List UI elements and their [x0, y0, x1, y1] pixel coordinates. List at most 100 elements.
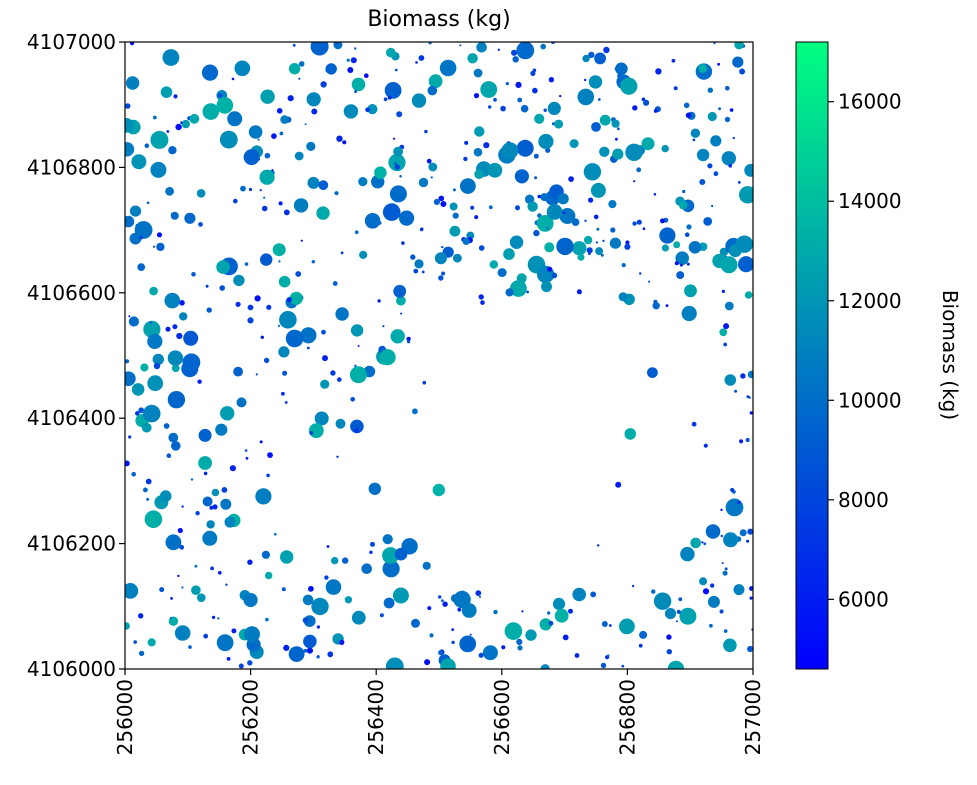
biomass-crown [720, 508, 723, 512]
biomass-crown [497, 48, 500, 51]
biomass-crown [648, 280, 651, 283]
biomass-crown [467, 53, 478, 64]
biomass-crown [284, 401, 288, 404]
biomass-crown [596, 227, 600, 231]
biomass-crown [137, 263, 146, 271]
biomass-crown [128, 316, 139, 327]
biomass-crown [177, 527, 183, 534]
biomass-crown [201, 64, 219, 81]
biomass-crown [739, 529, 747, 537]
biomass-crown [167, 391, 186, 409]
biomass-crown [170, 212, 174, 216]
biomass-crown [676, 271, 685, 280]
biomass-crown [475, 590, 482, 596]
biomass-crown [470, 205, 475, 210]
biomass-crown [725, 498, 744, 517]
biomass-crown [316, 625, 320, 629]
biomass-crown [125, 117, 134, 133]
biomass-crown [749, 586, 753, 591]
biomass-crown [512, 56, 519, 63]
biomass-crown [396, 111, 403, 118]
biomass-crown [174, 625, 191, 641]
biomass-crown [298, 77, 301, 80]
biomass-crown [361, 563, 373, 574]
biomass-crown [527, 201, 538, 212]
biomass-crown [165, 186, 175, 196]
biomass-crown [480, 81, 498, 98]
biomass-crown [554, 608, 569, 623]
biomass-crown [334, 191, 339, 196]
biomass-crown [660, 218, 665, 224]
biomass-crown [595, 247, 604, 256]
biomass-crown [740, 373, 746, 379]
biomass-crown [388, 153, 406, 172]
biomass-crown [354, 428, 359, 433]
biomass-crown [516, 139, 534, 157]
biomass-crown [724, 301, 734, 311]
biomass-crown [285, 329, 304, 348]
biomass-crown [730, 487, 735, 493]
colorbar-tick-label: 14000 [838, 189, 902, 213]
biomass-crown [429, 633, 434, 638]
biomass-crown [401, 241, 405, 245]
biomass-crown [327, 651, 334, 658]
biomass-crown [240, 185, 246, 192]
colorbar-tick-label: 12000 [838, 289, 902, 313]
biomass-crown [209, 505, 214, 510]
biomass-crown [509, 235, 524, 249]
biomass-crown [150, 161, 167, 178]
biomass-crown [722, 570, 728, 576]
biomass-crown [410, 254, 416, 260]
biomass-crown [488, 105, 492, 109]
biomass-crown [191, 585, 201, 595]
biomass-crown [721, 289, 726, 293]
biomass-crown [320, 379, 330, 389]
biomass-crown [303, 648, 308, 653]
colorbar-tick-label: 6000 [838, 587, 889, 611]
biomass-crown [427, 606, 432, 611]
biomass-crown [615, 137, 618, 141]
biomass-crown [505, 288, 514, 297]
biomass-crown [679, 263, 683, 267]
biomass-crown [584, 78, 587, 82]
biomass-crown [515, 205, 520, 211]
biomass-crown [600, 253, 604, 257]
biomass-crown [685, 112, 692, 119]
biomass-crown [205, 284, 209, 288]
colorbar-tick-label: 8000 [838, 488, 889, 512]
biomass-crown [738, 256, 753, 273]
biomass-crown [718, 107, 721, 111]
biomass-crown [493, 609, 498, 615]
biomass-crown [525, 629, 537, 641]
biomass-crown [661, 144, 669, 153]
biomass-crown [259, 189, 262, 192]
biomass-crown [536, 215, 554, 232]
biomass-crown [414, 259, 424, 269]
biomass-crown [723, 638, 737, 653]
biomass-crown [225, 583, 228, 586]
biomass-crown [143, 320, 161, 338]
biomass-crown [289, 291, 303, 305]
biomass-crown [165, 534, 182, 551]
biomass-crown [153, 362, 161, 370]
biomass-crown [351, 77, 366, 92]
biomass-crown [288, 62, 301, 75]
biomass-crown [220, 406, 235, 421]
biomass-crown [674, 261, 679, 266]
biomass-crown [683, 102, 690, 109]
biomass-crown [473, 147, 483, 157]
biomass-crown [183, 330, 199, 346]
biomass-crown [632, 105, 638, 111]
biomass-crown [686, 224, 692, 230]
biomass-crown [653, 193, 657, 196]
colorbar-axis: 6000 8000 10000 12000 14000 16000 [828, 90, 902, 611]
x-tick-label: 256200 [239, 679, 263, 755]
biomass-crown [574, 653, 580, 658]
biomass-crown [131, 383, 145, 396]
biomass-crown [260, 335, 264, 339]
biomass-crown [659, 227, 676, 244]
biomass-crown [557, 193, 569, 205]
biomass-crown [377, 299, 381, 303]
biomass-crown [734, 389, 738, 393]
biomass-crown [548, 77, 555, 83]
